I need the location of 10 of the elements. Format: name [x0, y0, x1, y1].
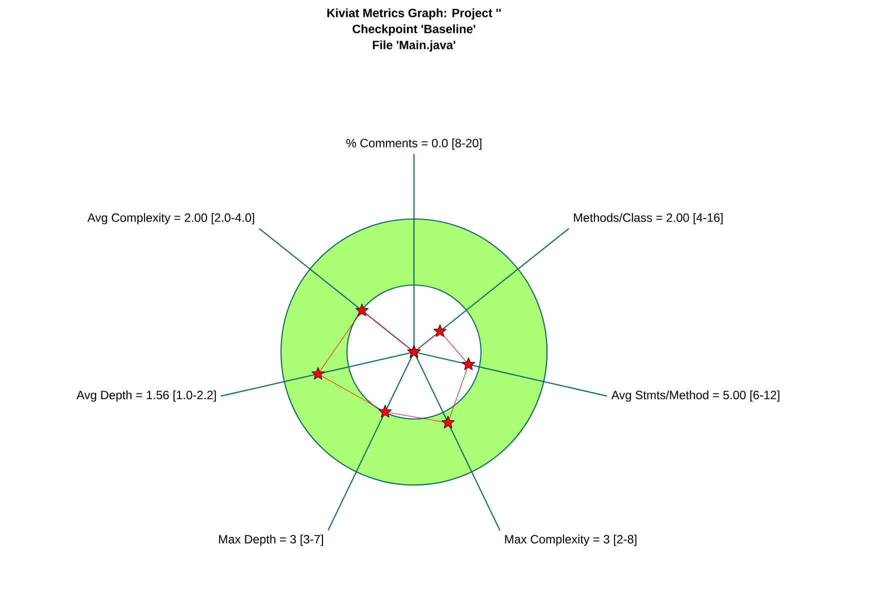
- text: File 'Main.java': [372, 40, 456, 52]
- chart-title: Kiviat Metrics Graph: Project '': [327, 8, 501, 20]
- spoke-label: Methods/Class = 2.00 [4-16]: [574, 213, 723, 224]
- chart-subtitle: Checkpoint 'Baseline': [352, 24, 476, 36]
- spoke-label: Avg Complexity = 2.00 [2.0-4.0]: [87, 213, 254, 224]
- spoke-label: Max Depth = 3 [3-7]: [219, 534, 323, 546]
- spoke-label: Avg Depth = 1.56 [1.0-2.2]: [76, 390, 216, 402]
- spoke-label: Avg Stmts/Method = 5.00 [6-12]: [611, 390, 780, 402]
- spoke-label: Max Complexity = 3 [2-8]: [505, 534, 636, 546]
- spoke-label: % Comments = 0.0 [8-20]: [346, 138, 482, 150]
